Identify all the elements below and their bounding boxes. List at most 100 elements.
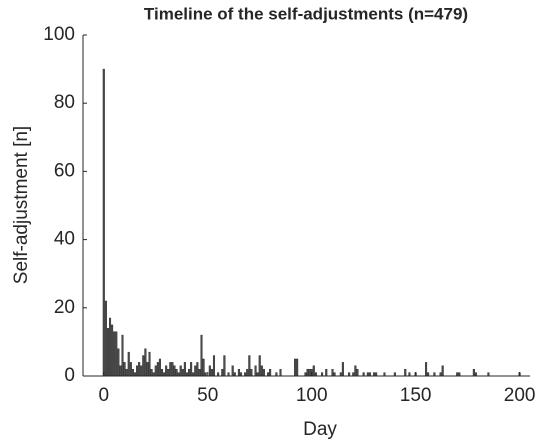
bar	[308, 368, 311, 377]
bar	[339, 372, 342, 377]
chart-title: Timeline of the self-adjustments (n=479)	[144, 4, 468, 23]
bar	[179, 365, 182, 377]
bar	[177, 372, 180, 377]
bar	[248, 355, 251, 377]
bar	[362, 372, 365, 377]
bar	[366, 372, 369, 377]
bar	[356, 368, 359, 377]
bar	[202, 358, 205, 377]
bar	[312, 365, 315, 377]
bar	[113, 331, 116, 377]
bar	[190, 362, 193, 377]
bar	[175, 368, 178, 377]
bar	[102, 68, 105, 377]
bar	[217, 372, 220, 377]
bar	[181, 368, 184, 377]
bar	[408, 372, 411, 377]
bar	[296, 358, 299, 377]
bar	[439, 372, 442, 377]
bar	[458, 372, 461, 377]
bar	[156, 362, 159, 377]
bar	[262, 368, 265, 377]
bar	[239, 372, 243, 377]
bar	[111, 324, 114, 377]
bar	[269, 368, 272, 377]
bar	[244, 372, 247, 377]
bar	[198, 368, 201, 377]
bar	[144, 348, 147, 377]
bar	[183, 362, 186, 377]
bar	[160, 368, 164, 377]
y-tick-label: 20	[54, 297, 75, 318]
bar	[194, 365, 197, 377]
bar	[233, 372, 236, 377]
bar	[158, 358, 161, 377]
y-tick-label: 0	[64, 365, 75, 386]
bar	[258, 355, 261, 377]
x-tick-label: 200	[504, 385, 536, 406]
bar	[148, 351, 151, 377]
bar	[208, 365, 211, 377]
bar	[140, 365, 143, 377]
bar	[368, 372, 371, 377]
y-tick-label: 40	[54, 229, 75, 250]
bar	[267, 372, 270, 377]
x-axis-label: Day	[303, 419, 337, 440]
bar	[474, 372, 477, 377]
bar	[131, 368, 134, 377]
bar	[433, 372, 436, 377]
bar	[150, 368, 153, 377]
bar	[456, 372, 459, 377]
bar	[221, 368, 224, 377]
bar	[250, 368, 253, 377]
bar	[127, 351, 130, 377]
bar	[204, 372, 207, 377]
bar	[210, 368, 213, 377]
bar	[119, 365, 122, 377]
bar	[165, 365, 168, 377]
bar	[256, 372, 259, 377]
bar	[373, 372, 376, 377]
bar	[314, 372, 317, 377]
bar	[275, 372, 278, 377]
bar	[115, 331, 118, 377]
bar	[123, 362, 126, 377]
bar	[321, 372, 324, 377]
bar	[167, 368, 170, 377]
bar	[375, 372, 378, 377]
x-tick-label: 50	[197, 385, 218, 406]
bar	[331, 368, 334, 377]
bar	[333, 372, 336, 377]
bar	[196, 362, 199, 377]
bar	[383, 372, 386, 377]
bar	[163, 372, 166, 377]
x-tick-label: 150	[400, 385, 432, 406]
bar	[117, 348, 120, 377]
bar	[441, 365, 444, 377]
bar	[192, 372, 195, 377]
bar	[136, 365, 139, 377]
bar	[294, 358, 297, 377]
bar	[152, 372, 155, 377]
bar	[231, 365, 234, 377]
bar	[254, 365, 257, 377]
bar	[325, 368, 328, 377]
bar	[404, 368, 407, 377]
y-axis-label: Self-adjustment [n]	[11, 126, 32, 284]
bar	[348, 372, 351, 377]
bar	[306, 368, 309, 377]
bar	[427, 372, 430, 377]
bar	[354, 365, 357, 377]
bar	[188, 368, 191, 377]
bar	[237, 368, 240, 377]
bar	[260, 365, 263, 377]
bar	[146, 362, 149, 377]
bar	[154, 365, 157, 377]
y-tick-label: 60	[54, 160, 75, 181]
bar	[212, 355, 216, 377]
bar	[138, 362, 141, 377]
bar	[121, 334, 124, 377]
bar	[133, 372, 137, 377]
bar	[223, 355, 226, 377]
